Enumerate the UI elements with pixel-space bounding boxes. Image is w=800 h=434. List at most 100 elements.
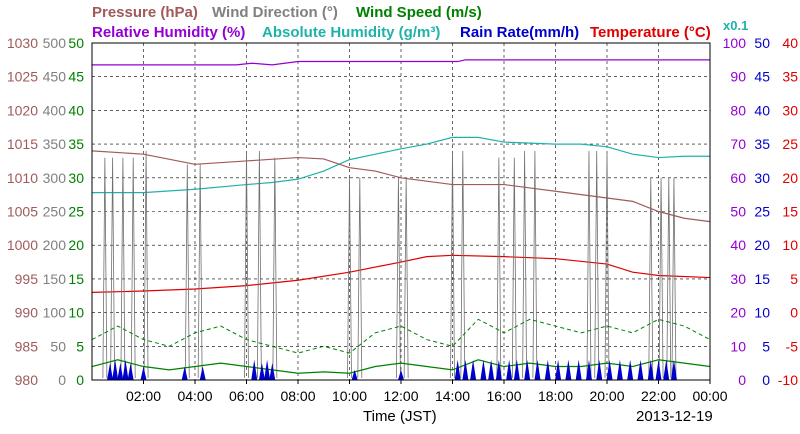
left-axes: 9809859909951000100510101015102010251030… — [7, 35, 84, 388]
relative_humidity-tick-label: 60 — [730, 170, 746, 186]
wind-direction-spike — [184, 164, 190, 379]
wind-direction-spike — [666, 177, 672, 379]
temperature-tick-label: 20 — [782, 170, 798, 186]
x-axis-label: Time (JST) — [363, 408, 437, 425]
right-axes: 0102030405060708090100051015202530354045… — [723, 35, 799, 388]
rain-rate-burst — [647, 359, 654, 380]
wind-direction-spike — [272, 157, 278, 379]
pressure-tick-label: 1000 — [7, 237, 38, 253]
wind_direction-tick-label: 100 — [43, 305, 67, 321]
rain-rate-burst — [544, 359, 551, 380]
wind_direction-tick-label: 50 — [50, 338, 66, 354]
wind-direction-spike — [244, 150, 249, 379]
wind_direction-tick-label: 400 — [43, 102, 67, 118]
wind-direction-spike — [522, 150, 527, 379]
rain-rate-burst — [606, 359, 613, 380]
legend-pressure: Pressure (hPa) — [92, 4, 198, 21]
wind_direction-tick-label: 500 — [43, 35, 67, 51]
rain-rate-burst — [534, 359, 541, 380]
rain-rate-burst — [488, 359, 495, 380]
x-tick-label: 20:00 — [589, 388, 624, 404]
rain-rate-burst — [351, 369, 358, 380]
relative_humidity-tick-label: 0 — [738, 372, 746, 388]
pressure-tick-label: 985 — [15, 338, 39, 354]
rain-rate-burst — [462, 359, 469, 380]
pressure-tick-label: 980 — [15, 372, 39, 388]
rain_rate-tick-label: 40 — [754, 102, 770, 118]
temperature-tick-label: 10 — [782, 237, 798, 253]
legend-relative-humidity: Relative Humidity (%) — [92, 24, 245, 41]
x-tick-label: 06:00 — [229, 388, 264, 404]
rain_rate-tick-label: 0 — [762, 372, 770, 388]
rain_rate-tick-label: 15 — [754, 271, 770, 287]
rain-rate-burst — [454, 359, 461, 380]
x-tick-label: 14:00 — [435, 388, 470, 404]
temperature-tick-label: -5 — [786, 338, 799, 354]
wind-direction-spike — [460, 150, 466, 379]
relative_humidity-tick-label: 70 — [730, 136, 746, 152]
wind-speed-gust-line — [91, 318, 711, 354]
date-label: 2013-12-19 — [636, 408, 713, 425]
x-tick-label: 08:00 — [280, 388, 315, 404]
legend-rain-rate: Rain Rate(mm/h) — [460, 24, 579, 41]
wind_direction-tick-label: 300 — [43, 170, 67, 186]
rain-rate-burst — [524, 359, 531, 380]
rain-rate-burst — [670, 359, 677, 380]
temperature-tick-label: 25 — [782, 136, 798, 152]
rain-rate-burst — [127, 363, 134, 380]
wind-direction-spike — [347, 177, 352, 379]
wind-direction-spike — [671, 177, 677, 379]
relative_humidity-tick-label: 40 — [730, 237, 746, 253]
x-tick-label: 04:00 — [177, 388, 212, 404]
rain-rate-burst — [663, 359, 670, 380]
wind-direction-spike — [256, 150, 262, 379]
pressure-tick-label: 1005 — [7, 204, 38, 220]
x-axis: 02:00 04:00 06:00 08:00 10:00 12:00 14:00 16:00… — [126, 380, 728, 404]
rain_rate-tick-label: 35 — [754, 136, 770, 152]
wind_speed-tick-label: 45 — [68, 69, 84, 85]
rain-rate-burst — [122, 359, 129, 380]
temperature-tick-label: 30 — [782, 102, 798, 118]
rain-rate-burst — [470, 359, 477, 380]
rain_rate-tick-label: 10 — [754, 305, 770, 321]
wind_direction-tick-label: 200 — [43, 237, 67, 253]
wind-direction-spike — [450, 150, 455, 379]
relative_humidity-tick-label: 100 — [723, 35, 747, 51]
rain_rate-tick-label: 5 — [762, 338, 770, 354]
wind_direction-tick-label: 250 — [43, 204, 67, 220]
wind-speed-line — [91, 359, 711, 374]
pressure-tick-label: 1030 — [7, 35, 38, 51]
wind-direction-spike — [120, 157, 126, 379]
rain_rate-tick-label: 30 — [754, 170, 770, 186]
rain-rate-burst — [506, 359, 513, 380]
wind-direction-spike — [604, 150, 610, 379]
wind-direction-spike — [511, 157, 517, 379]
legend-wind-direction: Wind Direction (°) — [212, 4, 338, 21]
wind-direction-spike — [586, 150, 592, 379]
wind-direction-spike — [110, 157, 115, 379]
wind_speed-tick-label: 30 — [68, 170, 84, 186]
wind-direction-spike — [197, 164, 203, 379]
absolute-humidity-line — [92, 136, 710, 194]
rain-rate-burst — [140, 366, 147, 380]
x-tick-label: 12:00 — [383, 388, 418, 404]
temperature-line — [91, 254, 711, 293]
legend-temperature: Temperature (°C) — [590, 24, 711, 41]
rain-rate-burst — [251, 359, 258, 380]
rain-rate-burst — [258, 363, 265, 380]
rain-rate-burst — [596, 359, 603, 380]
rain_rate-tick-label: 45 — [754, 69, 770, 85]
rain-rate-burst — [117, 363, 124, 380]
x-tick-label: 10:00 — [332, 388, 367, 404]
temperature-tick-label: -10 — [778, 372, 798, 388]
relative_humidity-tick-label: 10 — [730, 338, 746, 354]
rain-rate-burst — [555, 359, 562, 380]
rain-rate-burst — [199, 366, 206, 380]
grid — [92, 42, 711, 381]
relative_humidity-tick-label: 90 — [730, 69, 746, 85]
wind-direction-spike — [396, 177, 401, 379]
rain-rate-burst — [398, 369, 404, 380]
wind_direction-tick-label: 150 — [43, 271, 67, 287]
rain-rate-burst — [655, 359, 662, 380]
wind-direction-spike — [143, 150, 149, 379]
